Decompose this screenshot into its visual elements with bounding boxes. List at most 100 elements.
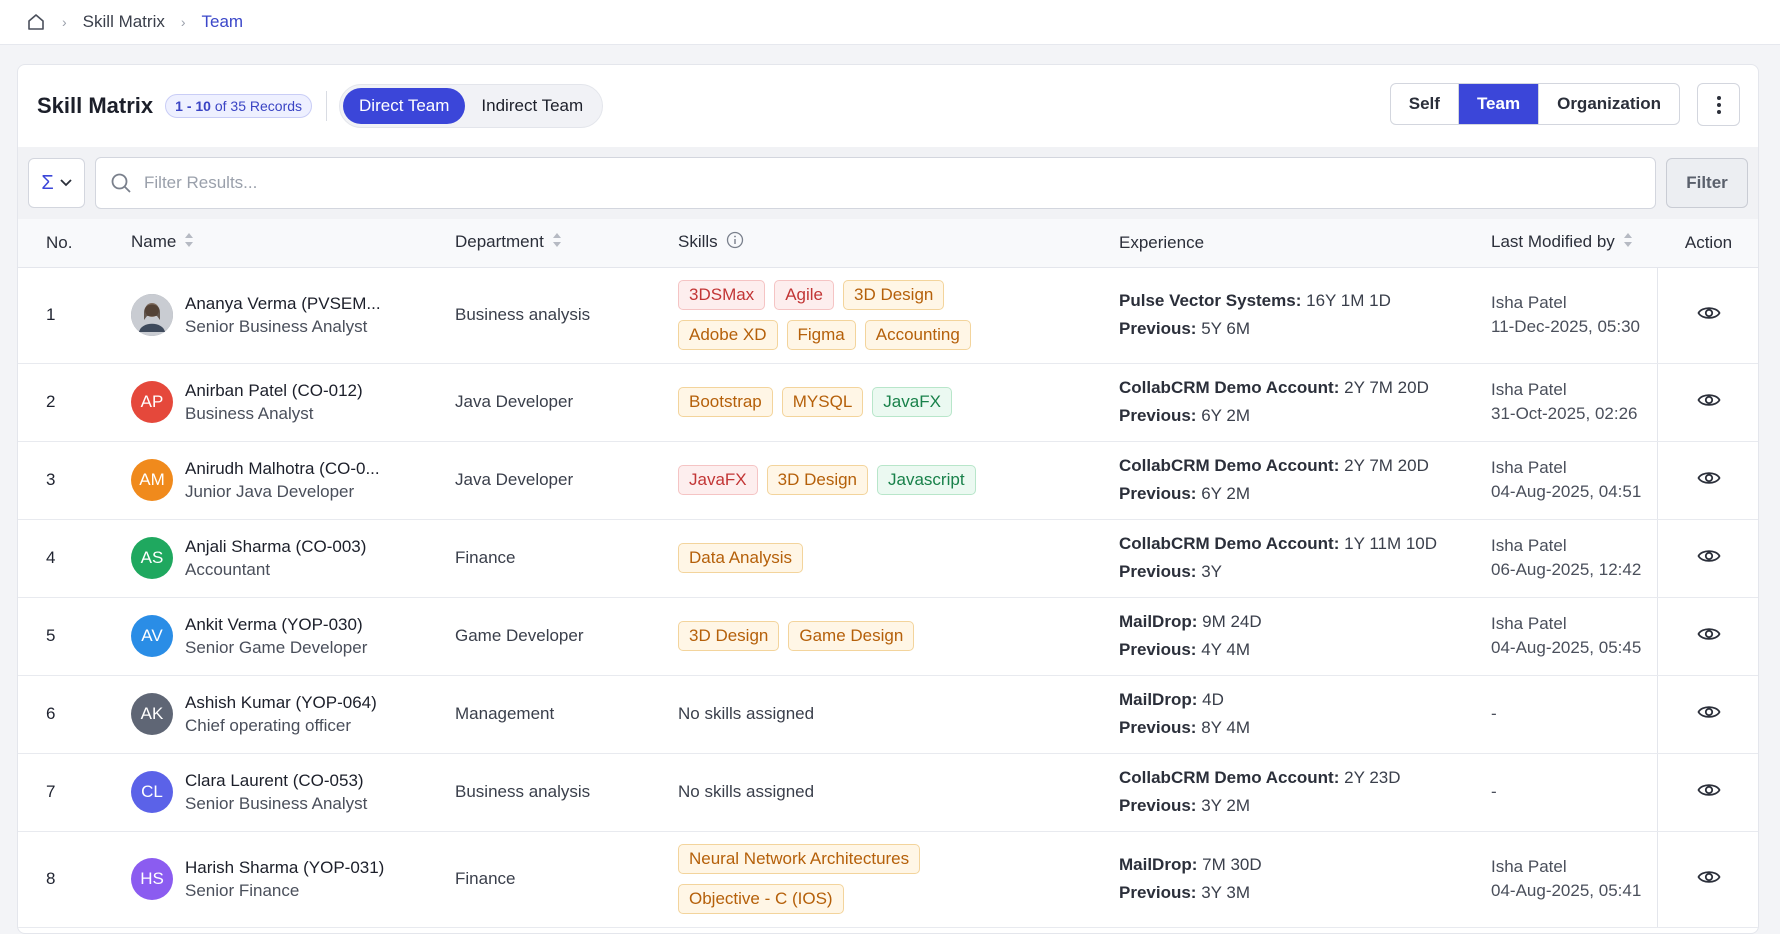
table-header-row: No. Name Department Skills Experience La… bbox=[18, 219, 1758, 268]
experience-cell: CollabCRM Demo Account: 2Y 23D Previous: … bbox=[1119, 753, 1491, 832]
exp-company: CollabCRM Demo Account: bbox=[1119, 378, 1340, 397]
skill-tag: Neural Network Architectures bbox=[678, 844, 921, 874]
row-number: 2 bbox=[18, 363, 131, 442]
view-eye-icon[interactable] bbox=[1697, 304, 1721, 322]
employee[interactable]: AK Ashish Kumar (YOP-064) Chief operating … bbox=[131, 693, 455, 736]
employee-name[interactable]: Anirban Patel (CO-012) bbox=[185, 380, 363, 400]
name-cell: AM Anirudh Malhotra (CO-0... Junior Java D… bbox=[131, 441, 455, 520]
view-eye-icon[interactable] bbox=[1697, 781, 1721, 799]
prev-value: 3Y 3M bbox=[1201, 883, 1251, 902]
view-eye-icon[interactable] bbox=[1697, 625, 1721, 643]
chevron-right-icon: › bbox=[62, 14, 67, 30]
col-modified[interactable]: Last Modified by bbox=[1491, 219, 1657, 268]
view-eye-icon[interactable] bbox=[1697, 547, 1721, 565]
employee[interactable]: CL Clara Laurent (CO-053) Senior Business … bbox=[131, 771, 455, 814]
table-row: 4 AS Anjali Sharma (CO-003) Accountant Finan… bbox=[18, 519, 1758, 598]
employee-name[interactable]: Harish Sharma (YOP-031) bbox=[185, 857, 385, 877]
sort-icon[interactable] bbox=[184, 232, 194, 253]
employee-role: Chief operating officer bbox=[185, 715, 352, 735]
tab-team[interactable]: Team bbox=[1458, 84, 1540, 124]
exp-company: MailDrop: bbox=[1119, 690, 1198, 709]
modified-cell: Isha Patel 04-Aug-2025, 05:45 bbox=[1491, 597, 1658, 676]
filter-button[interactable]: Filter bbox=[1666, 158, 1748, 208]
employee[interactable]: AS Anjali Sharma (CO-003) Accountant bbox=[131, 537, 455, 580]
col-department[interactable]: Department bbox=[455, 219, 678, 268]
skill-tag: 3D Design bbox=[766, 465, 869, 495]
col-modified-label: Last Modified by bbox=[1491, 232, 1615, 252]
avatar: AS bbox=[131, 537, 173, 579]
aggregate-dropdown[interactable]: Σ bbox=[28, 158, 85, 208]
skill-matrix-card: Skill Matrix 1 - 10 of 35 Records Direct… bbox=[17, 64, 1759, 934]
skill-tag: Data Analysis bbox=[678, 543, 803, 573]
skill-tags: Bootstrap MYSQL JavaFX bbox=[678, 377, 998, 427]
employee-name[interactable]: Anjali Sharma (CO-003) bbox=[185, 536, 367, 556]
modified-by: Isha Patel bbox=[1491, 614, 1567, 633]
sigma-icon: Σ bbox=[41, 171, 54, 194]
experience-cell: CollabCRM Demo Account: 1Y 11M 10D Previo… bbox=[1119, 519, 1491, 598]
breadcrumb: › Skill Matrix › Team bbox=[0, 0, 1780, 45]
modified-at: 11-Dec-2025, 05:30 bbox=[1491, 317, 1641, 336]
chevron-right-icon: › bbox=[180, 14, 186, 30]
action-cell bbox=[1657, 363, 1758, 442]
chevron-down-icon bbox=[60, 179, 72, 187]
employee-name[interactable]: Ananya Verma (PVSEM... bbox=[185, 293, 381, 313]
prev-value: 5Y 6M bbox=[1201, 319, 1251, 338]
tab-indirect-team[interactable]: Indirect Team bbox=[481, 96, 584, 115]
view-eye-icon[interactable] bbox=[1697, 469, 1721, 487]
employee-name[interactable]: Anirudh Malhotra (CO-0... bbox=[185, 458, 380, 478]
exp-company: CollabCRM Demo Account: bbox=[1119, 768, 1340, 787]
more-options-button[interactable] bbox=[1697, 83, 1740, 126]
skill-table: No. Name Department Skills Experience La… bbox=[18, 219, 1758, 928]
experience-cell: MailDrop: 7M 30D Previous: 3Y 3M bbox=[1119, 831, 1491, 928]
view-eye-icon[interactable] bbox=[1697, 868, 1721, 886]
modified-cell: Isha Patel 04-Aug-2025, 04:51 bbox=[1491, 441, 1658, 520]
name-cell: CL Clara Laurent (CO-053) Senior Business … bbox=[131, 753, 455, 832]
home-icon[interactable] bbox=[26, 12, 46, 32]
skills-cell: No skills assigned bbox=[678, 675, 1119, 754]
tab-self[interactable]: Self bbox=[1391, 84, 1459, 124]
tab-direct-team[interactable]: Direct Team bbox=[343, 88, 466, 124]
action-cell bbox=[1657, 831, 1758, 928]
department: Management bbox=[455, 675, 678, 754]
employee[interactable]: AM Anirudh Malhotra (CO-0... Junior Java D… bbox=[131, 459, 455, 502]
employee[interactable]: HS Harish Sharma (YOP-031) Senior Finance bbox=[131, 858, 455, 901]
sort-icon[interactable] bbox=[552, 232, 562, 253]
skill-tags: Neural Network Architectures Objective - … bbox=[678, 834, 998, 924]
exp-company: CollabCRM Demo Account: bbox=[1119, 534, 1340, 553]
modified-cell: - bbox=[1491, 675, 1658, 754]
experience-cell: MailDrop: 9M 24D Previous: 4Y 4M bbox=[1119, 597, 1491, 676]
info-icon[interactable] bbox=[726, 231, 744, 254]
department: Game Developer bbox=[455, 597, 678, 676]
employee[interactable]: AV Ankit Verma (YOP-030) Senior Game Devel… bbox=[131, 615, 455, 658]
search-input[interactable] bbox=[144, 173, 1655, 193]
table-row: 8 HS Harish Sharma (YOP-031) Senior Finance… bbox=[18, 831, 1758, 928]
employee-role: Senior Business Analyst bbox=[185, 793, 368, 813]
employee[interactable]: Ananya Verma (PVSEM... Senior Business An… bbox=[131, 294, 455, 337]
prev-label: Previous: bbox=[1119, 796, 1197, 815]
row-number: 8 bbox=[18, 831, 131, 928]
experience-cell: MailDrop: 4D Previous: 8Y 4M bbox=[1119, 675, 1491, 754]
employee-role: Accountant bbox=[185, 559, 271, 579]
skill-tag: 3D Design bbox=[678, 621, 780, 651]
col-experience-label: Experience bbox=[1119, 232, 1205, 252]
breadcrumb-skill-matrix[interactable]: Skill Matrix bbox=[82, 12, 165, 31]
records-suffix: of 35 Records bbox=[214, 98, 303, 114]
employee-name[interactable]: Ankit Verma (YOP-030) bbox=[185, 614, 363, 634]
prev-value: 6Y 2M bbox=[1201, 406, 1251, 425]
col-name[interactable]: Name bbox=[131, 219, 455, 268]
col-no: No. bbox=[18, 219, 131, 268]
modified-cell: Isha Patel 06-Aug-2025, 12:42 bbox=[1491, 519, 1658, 598]
kebab-icon bbox=[1716, 95, 1721, 114]
action-cell bbox=[1657, 753, 1758, 832]
employee-name[interactable]: Clara Laurent (CO-053) bbox=[185, 770, 364, 790]
employee-role: Senior Business Analyst bbox=[185, 316, 368, 336]
avatar bbox=[131, 294, 173, 336]
view-eye-icon[interactable] bbox=[1697, 703, 1721, 721]
row-number: 1 bbox=[18, 267, 131, 364]
records-range: 1 - 10 bbox=[175, 98, 211, 114]
view-eye-icon[interactable] bbox=[1697, 391, 1721, 409]
tab-organization[interactable]: Organization bbox=[1557, 94, 1661, 113]
employee-name[interactable]: Ashish Kumar (YOP-064) bbox=[185, 692, 377, 712]
employee[interactable]: AP Anirban Patel (CO-012) Business Analyst bbox=[131, 381, 455, 424]
sort-icon[interactable] bbox=[1623, 232, 1633, 253]
